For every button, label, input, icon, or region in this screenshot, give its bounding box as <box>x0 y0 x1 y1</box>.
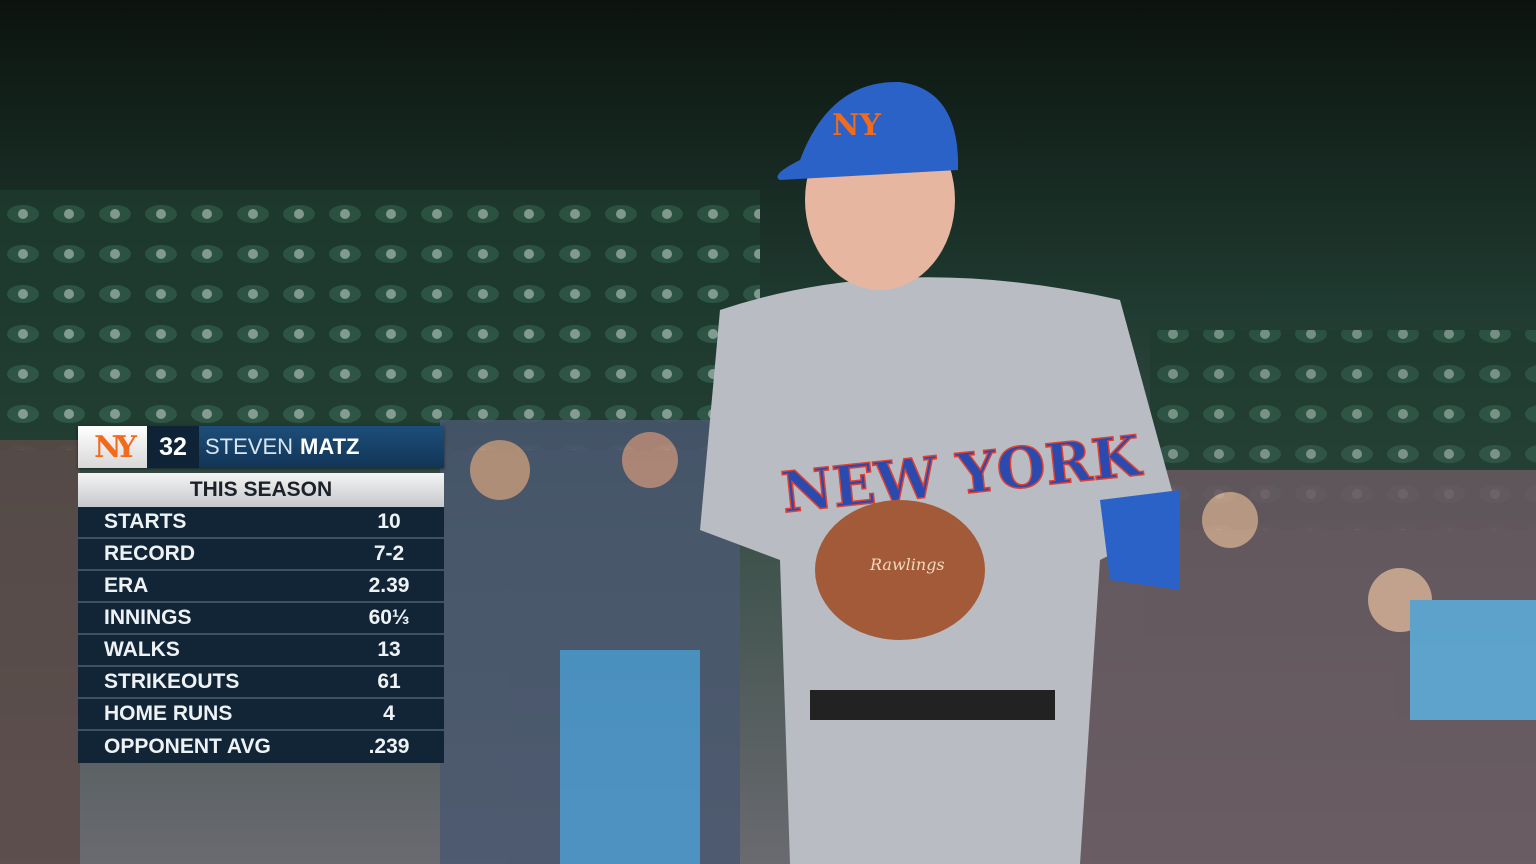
jersey-number: 32 <box>147 426 199 468</box>
glove <box>815 500 985 640</box>
stat-label: HOME RUNS <box>104 702 233 725</box>
stat-value: .239 <box>368 735 410 758</box>
stat-value: 2.39 <box>368 574 410 597</box>
stat-value: 13 <box>377 638 401 661</box>
empty-seats <box>0 190 760 450</box>
stat-value: 60⅓ <box>368 606 410 629</box>
player-header: NY 32 STEVEN MATZ <box>78 426 444 468</box>
stat-row: HOME RUNS 4 <box>78 699 444 731</box>
stat-value: 61 <box>377 670 401 693</box>
stat-row: INNINGS 60⅓ <box>78 603 444 635</box>
pitcher: NY NEW YORK Rawlings <box>700 81 1180 864</box>
first-name: STEVEN <box>205 434 294 459</box>
stat-row: ERA 2.39 <box>78 571 444 603</box>
mets-logo: NY <box>78 426 147 468</box>
stat-label: OPPONENT AVG <box>104 735 271 758</box>
stat-label: STARTS <box>104 510 187 533</box>
stat-value: 4 <box>383 702 395 725</box>
stat-value: 7-2 <box>373 542 405 565</box>
stat-value: 10 <box>377 510 401 533</box>
stat-label: WALKS <box>104 638 180 661</box>
stat-row: STRIKEOUTS 61 <box>78 667 444 699</box>
stat-label: STRIKEOUTS <box>104 670 240 693</box>
player-stats-graphic: NY 32 STEVEN MATZ THIS SEASON STARTS 10 RE… <box>78 426 444 763</box>
stat-label: RECORD <box>104 542 196 565</box>
player-name: STEVEN MATZ <box>199 426 444 468</box>
stat-row: STARTS 10 <box>78 507 444 539</box>
stats-table: STARTS 10 RECORD 7-2 ERA 2.39 INNINGS 60⅓ WA… <box>78 507 444 763</box>
last-name: MATZ <box>300 434 360 459</box>
stat-row: RECORD 7-2 <box>78 539 444 571</box>
section-title: THIS SEASON <box>78 473 444 507</box>
svg-text:NY: NY <box>832 108 881 143</box>
crowd <box>0 420 1536 864</box>
svg-text:Rawlings: Rawlings <box>869 555 945 574</box>
stat-label: INNINGS <box>104 606 192 629</box>
stat-label: ERA <box>104 574 149 597</box>
stat-row: OPPONENT AVG .239 <box>78 731 444 763</box>
stat-row: WALKS 13 <box>78 635 444 667</box>
